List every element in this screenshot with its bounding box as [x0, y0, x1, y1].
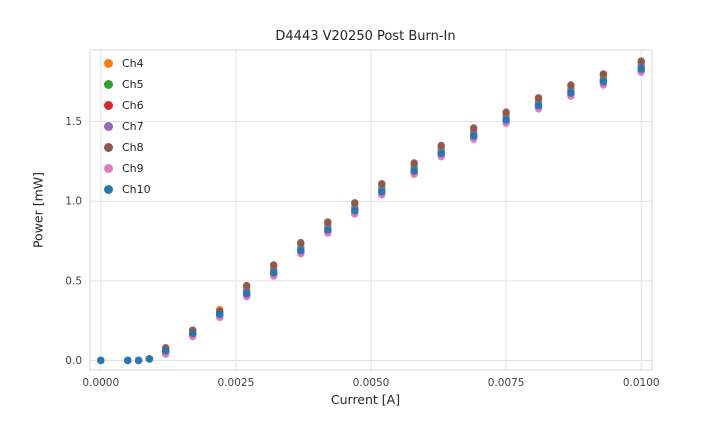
- legend-item-ch6: Ch6: [104, 98, 151, 113]
- scatter-point-ch8: [502, 108, 510, 116]
- scatter-point-ch10: [124, 356, 132, 365]
- legend-dot-ch5: [104, 80, 113, 89]
- legend-dot-ch6: [104, 101, 113, 110]
- scatter-point-ch10: [351, 207, 359, 215]
- scatter-point-ch8: [567, 81, 575, 89]
- scatter-point-ch8: [243, 281, 251, 290]
- legend-label: Ch4: [122, 57, 144, 70]
- legend-item-ch8: Ch8: [104, 140, 151, 155]
- x-tick-label: 0.0100: [623, 377, 660, 389]
- x-tick-label: 0.0075: [488, 377, 525, 389]
- legend-item-ch4: Ch4: [104, 56, 151, 71]
- scatter-point-ch8: [534, 94, 543, 102]
- scatter-point-ch10: [134, 356, 143, 365]
- y-tick-label: 1.5: [65, 116, 82, 128]
- y-tick-label: 1.0: [65, 196, 82, 208]
- scatter-point-ch10: [189, 329, 197, 338]
- scatter-point-ch8: [270, 261, 278, 269]
- scatter-point-ch8: [437, 141, 445, 150]
- scatter-point-ch10: [270, 269, 278, 277]
- legend: Ch4 Ch5 Ch6 Ch7 Ch8 Ch9 Ch10: [104, 56, 151, 197]
- scatter-point-ch8: [410, 159, 418, 167]
- legend-item-ch7: Ch7: [104, 119, 151, 134]
- legend-item-ch10: Ch10: [104, 182, 151, 197]
- y-tick-label: 0.5: [65, 275, 82, 287]
- legend-dot-ch7: [104, 122, 113, 131]
- scatter-point-ch10: [470, 132, 478, 140]
- scatter-point-ch10: [567, 89, 575, 97]
- scatter-point-ch10: [534, 102, 543, 110]
- scatter-point-ch10: [637, 65, 645, 73]
- scatter-point-ch8: [637, 57, 645, 65]
- legend-label: Ch6: [122, 99, 144, 112]
- legend-label: Ch8: [122, 141, 144, 154]
- scatter-point-ch8: [324, 218, 332, 226]
- legend-item-ch5: Ch5: [104, 77, 151, 92]
- x-tick-label: 0.0050: [353, 377, 390, 389]
- scatter-point-ch10: [599, 78, 608, 86]
- scatter-point-ch10: [297, 246, 305, 255]
- scatter-point-ch10: [243, 289, 251, 298]
- x-tick-label: 0.0025: [218, 377, 255, 389]
- legend-dot-ch9: [104, 164, 113, 173]
- scatter-point-ch10: [410, 167, 418, 175]
- scatter-point-ch10: [97, 356, 105, 365]
- legend-dot-ch4: [104, 59, 113, 68]
- scatter-point-ch8: [599, 70, 608, 78]
- scatter-point-ch10: [378, 188, 386, 196]
- scatter-point-ch10: [162, 347, 170, 355]
- scatter-point-ch8: [351, 199, 359, 207]
- x-tick-label: 0.0000: [82, 377, 119, 389]
- chart-title: D4443 V20250 Post Burn-In: [275, 29, 456, 44]
- scatter-point-ch8: [470, 124, 478, 132]
- legend-label: Ch5: [122, 78, 144, 91]
- scatter-point-ch8: [378, 180, 386, 188]
- scatter-point-ch10: [216, 310, 224, 318]
- y-tick-label: 0.0: [65, 355, 82, 367]
- legend-label: Ch7: [122, 120, 144, 133]
- scatter-point-ch10: [502, 116, 510, 124]
- legend-dot-ch8: [104, 143, 113, 152]
- scatter-point-ch10: [145, 355, 154, 363]
- plot-border: [89, 49, 653, 371]
- legend-item-ch9: Ch9: [104, 161, 151, 176]
- scatter-point-ch8: [297, 238, 305, 247]
- y-axis-label: Power [mW]: [30, 171, 46, 249]
- x-axis-label: Current [A]: [330, 392, 401, 407]
- scatter-point-ch10: [324, 226, 332, 234]
- legend-label: Ch9: [122, 162, 144, 175]
- legend-dot-ch10: [104, 185, 113, 194]
- legend-label: Ch10: [122, 183, 151, 196]
- scatter-point-ch10: [437, 149, 445, 158]
